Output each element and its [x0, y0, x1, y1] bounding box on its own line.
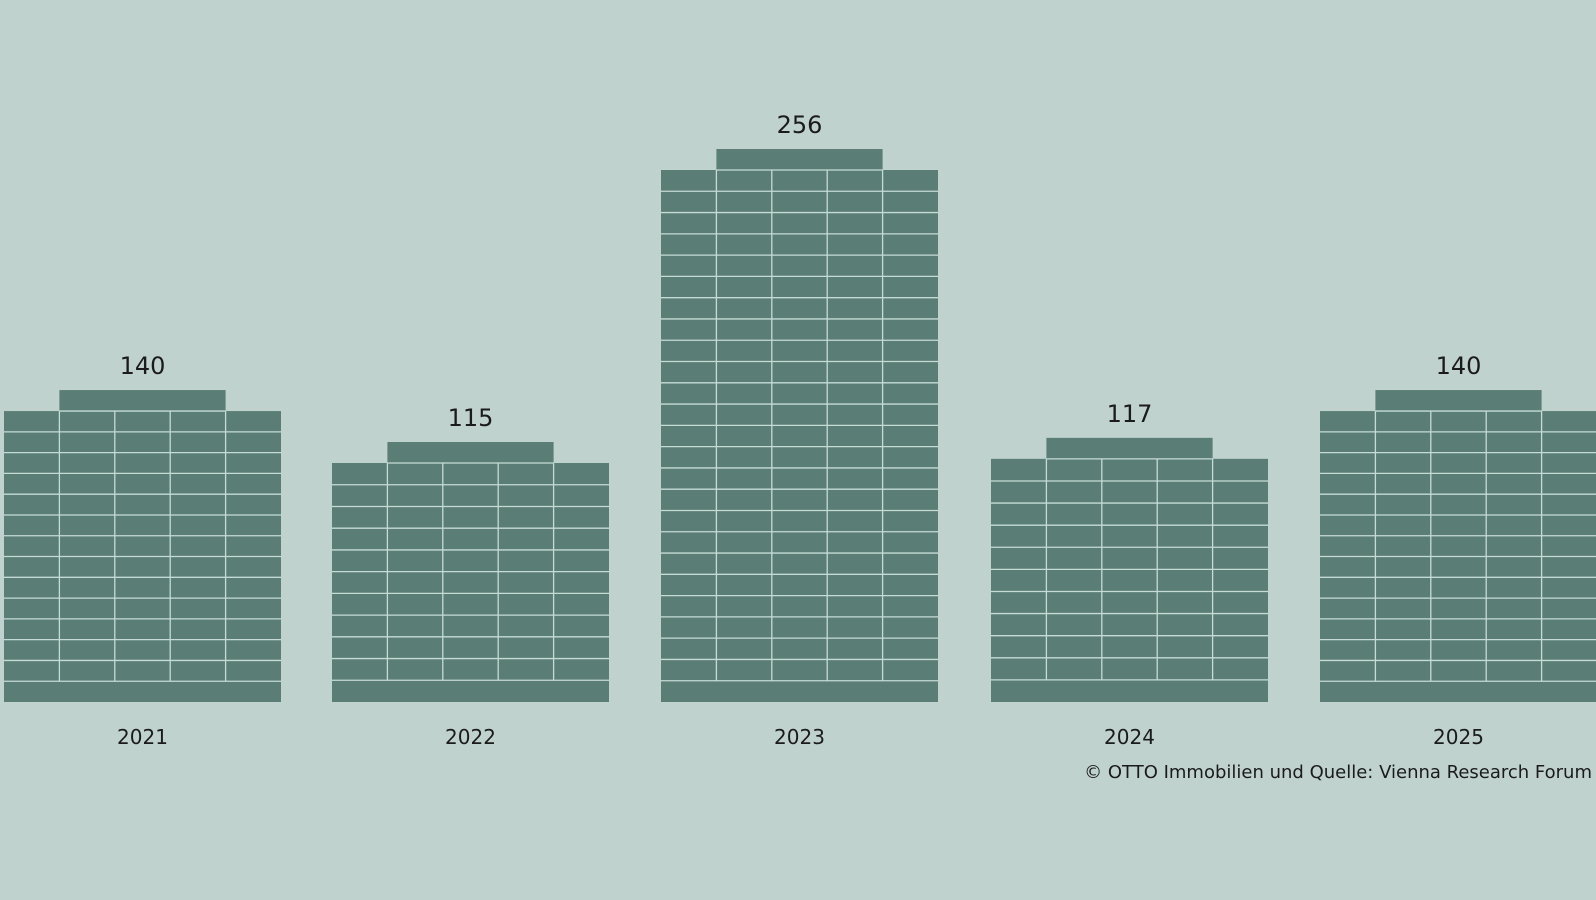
value-label-2021: 140 — [120, 352, 166, 380]
value-label-2023: 256 — [777, 111, 823, 139]
building-roof — [387, 442, 554, 464]
building-bar-2022 — [332, 442, 609, 702]
building-body — [991, 458, 1268, 702]
building-roof — [1375, 390, 1542, 412]
value-label-2024: 117 — [1107, 400, 1153, 428]
building-body — [661, 170, 938, 702]
x-tick-label-2023: 2023 — [774, 725, 825, 749]
x-tick-label-2021: 2021 — [117, 725, 168, 749]
building-bar-2021 — [4, 390, 281, 702]
building-bar-2023 — [661, 149, 938, 702]
source-note: © OTTO Immobilien und Quelle: Vienna Res… — [1084, 762, 1592, 783]
building-body — [332, 463, 609, 702]
building-bar-2025 — [1320, 390, 1596, 702]
x-tick-label-2022: 2022 — [445, 725, 496, 749]
x-tick-label-2024: 2024 — [1104, 725, 1155, 749]
value-label-2022: 115 — [448, 404, 494, 432]
building-roof — [1046, 437, 1213, 459]
x-tick-label-2025: 2025 — [1433, 725, 1484, 749]
value-label-2025: 140 — [1436, 352, 1482, 380]
building-bar-2024 — [991, 437, 1268, 702]
building-roof — [59, 390, 226, 412]
building-roof — [716, 149, 883, 170]
